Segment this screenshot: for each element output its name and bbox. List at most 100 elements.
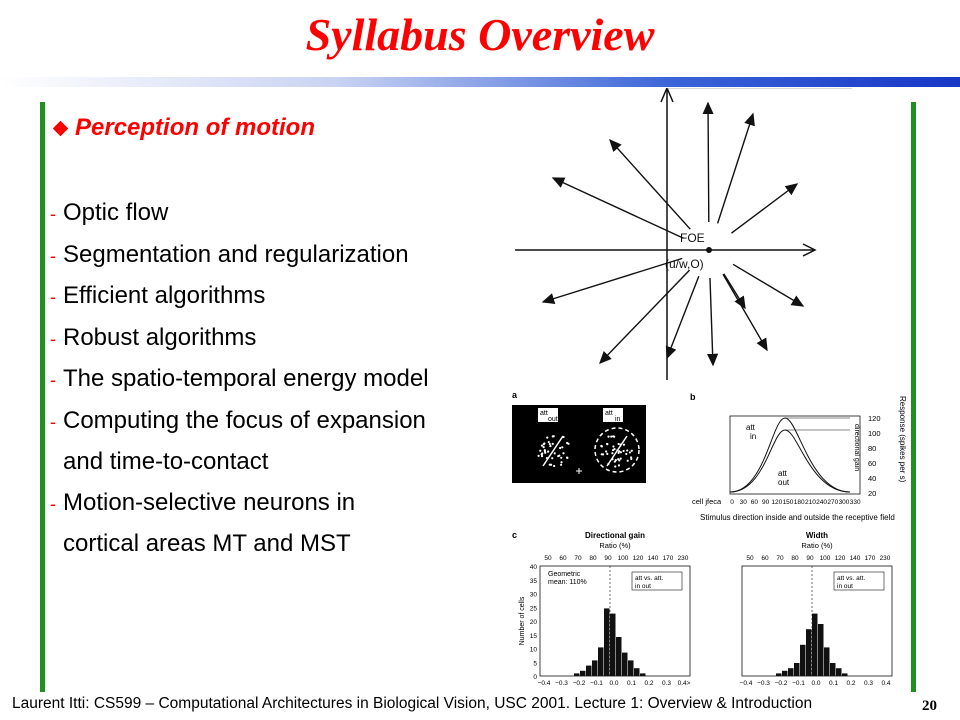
tuning-x-tick: 330 [850, 499, 861, 506]
bullet-text: Motion-selective neurons in [63, 488, 356, 516]
histogram-y-tick: 5 [533, 660, 537, 667]
histogram-bar [788, 668, 794, 676]
histogram-y-tick: 35 [530, 578, 538, 585]
flow-vector-arrow [723, 273, 746, 310]
diamond-bullet-icon [52, 120, 69, 136]
tuning-y-tick: 100 [868, 429, 881, 438]
flow-vector-arrow [716, 112, 755, 224]
ratio-tick: 50 [746, 555, 754, 562]
bullet-text: cortical areas MT and MST [63, 530, 351, 557]
histogram-bar [586, 665, 592, 676]
histogram-x-tick: −0.2 [775, 680, 788, 687]
histogram-y-tick: 15 [530, 633, 538, 640]
tuning-x-tick: 90 [762, 499, 770, 506]
histogram-x-tick: 0.2 [846, 680, 855, 687]
histogram-bar [782, 670, 788, 676]
histogram-bar [610, 613, 616, 676]
geometric-mean-label: Geometric [548, 571, 581, 578]
histogram-x-tick: 0.4> [678, 680, 691, 687]
att-out-label-out: out [548, 416, 558, 423]
legend-line: in out [837, 583, 853, 590]
page-number: 20 [922, 698, 937, 714]
tuning-x-tick: 240 [816, 499, 827, 506]
bullet-item: cortical areas MT and MST [50, 524, 520, 565]
att-in-label-in: in [615, 416, 621, 423]
histogram-y-tick: 20 [530, 619, 538, 626]
foe-point [706, 247, 712, 253]
flow-vector-arrow [730, 183, 799, 234]
tuning-att-in-label: att in [746, 423, 756, 441]
dash-bullet-icon: - [50, 245, 56, 266]
histogram-bar [806, 629, 812, 676]
bullet-item: - Motion-selective neurons in [50, 483, 520, 525]
histogram-x-tick: −0.3 [757, 680, 770, 687]
bullet-text: Efficient algorithms [63, 282, 266, 309]
histogram-bar [776, 673, 782, 676]
panel-c-label: c [512, 530, 517, 540]
histogram-bar [830, 663, 836, 676]
histogram-bar [836, 668, 842, 676]
left-accent-bar [40, 102, 45, 692]
attention-neuron-figure: a att out att in b att in att out directio… [510, 388, 910, 700]
histogram-bar [812, 613, 818, 676]
dash-bullet-icon: - [50, 493, 56, 514]
tuning-plot-frame [729, 415, 861, 495]
bullet-item: - Robust algorithms [50, 318, 520, 360]
dash-bullet-icon: - [50, 411, 56, 432]
flow-vector-arrow [541, 257, 683, 304]
ratio-tick: 140 [648, 555, 659, 562]
tuning-x-tick: 60 [751, 499, 759, 506]
tuning-x-ticks: 0 30 60 90 120 150 180 210 240 270 300 330 [730, 499, 861, 506]
histogram-bar [794, 663, 800, 676]
histogram-bar [616, 637, 622, 676]
panel-a-label: a [512, 390, 518, 400]
histogram-y-tick: 10 [530, 647, 538, 654]
dash-bullet-icon: - [50, 287, 56, 307]
tuning-y-axis-label: Response (spikes per s) [898, 396, 907, 483]
ratio-tick: 50 [544, 555, 552, 562]
histogram-title: Width [806, 531, 828, 540]
histogram-title: Directional gain [585, 531, 645, 540]
foe-label: FOE [680, 231, 705, 245]
directional-gain-label: directional gain [853, 424, 860, 471]
bullet-text: Robust algorithms [63, 323, 257, 351]
bullet-list: - Optic flow - Segmentation and regularizat… [50, 193, 520, 565]
flow-vector-arrow [665, 275, 700, 360]
tuning-y-tick: 40 [868, 474, 876, 483]
histogram-bar [574, 673, 580, 676]
bullet-text: The spatio-temporal energy model [63, 365, 429, 392]
flow-vector-arrow [551, 177, 684, 239]
histogram-x-tick: 0.1 [829, 680, 838, 687]
geometric-mean-label: mean: 110% [548, 579, 587, 586]
ratio-tick: 120 [835, 555, 846, 562]
att-out-label-att: att [540, 410, 548, 417]
ratio-tick: 170 [663, 555, 674, 562]
flow-vector-arrow [722, 273, 768, 352]
bullet-item: - Segmentation and regularization [50, 235, 520, 277]
histogram-y-tick: 25 [530, 605, 538, 612]
bullet-item: - Computing the focus of expansion [50, 401, 520, 443]
panel-b-label: b [690, 392, 696, 402]
ratio-tick: 120 [633, 555, 644, 562]
optic-flow-svg: FOE (u/w,O) [515, 86, 852, 380]
flow-vectors [541, 101, 805, 367]
ratio-tick: 100 [820, 555, 831, 562]
histogram-bar [842, 673, 848, 676]
ratio-tick: 70 [776, 555, 784, 562]
title-underline [0, 77, 960, 87]
histogram-y-tick: 0 [533, 674, 537, 681]
legend-line: in out [635, 583, 651, 590]
tuning-y-ticks: 120 100 80 60 40 20 [868, 414, 881, 498]
tuning-x-axis-label: Stimulus direction inside and outside th… [700, 513, 895, 522]
ratio-tick: 60 [761, 555, 769, 562]
histogram-bar [818, 624, 824, 676]
optic-flow-figure: FOE (u/w,O) [515, 86, 855, 385]
histogram-x-tick: −0.2 [573, 680, 586, 687]
tuning-x-tick: 270 [827, 499, 838, 506]
ratio-tick: 90 [604, 555, 612, 562]
histogram-x-tick: 0.3 [864, 680, 873, 687]
flow-vector-arrow [732, 263, 805, 307]
dash-bullet-icon: - [50, 204, 56, 224]
flow-vector-arrow [707, 277, 719, 367]
tuning-x-tick: 120 [771, 499, 782, 506]
